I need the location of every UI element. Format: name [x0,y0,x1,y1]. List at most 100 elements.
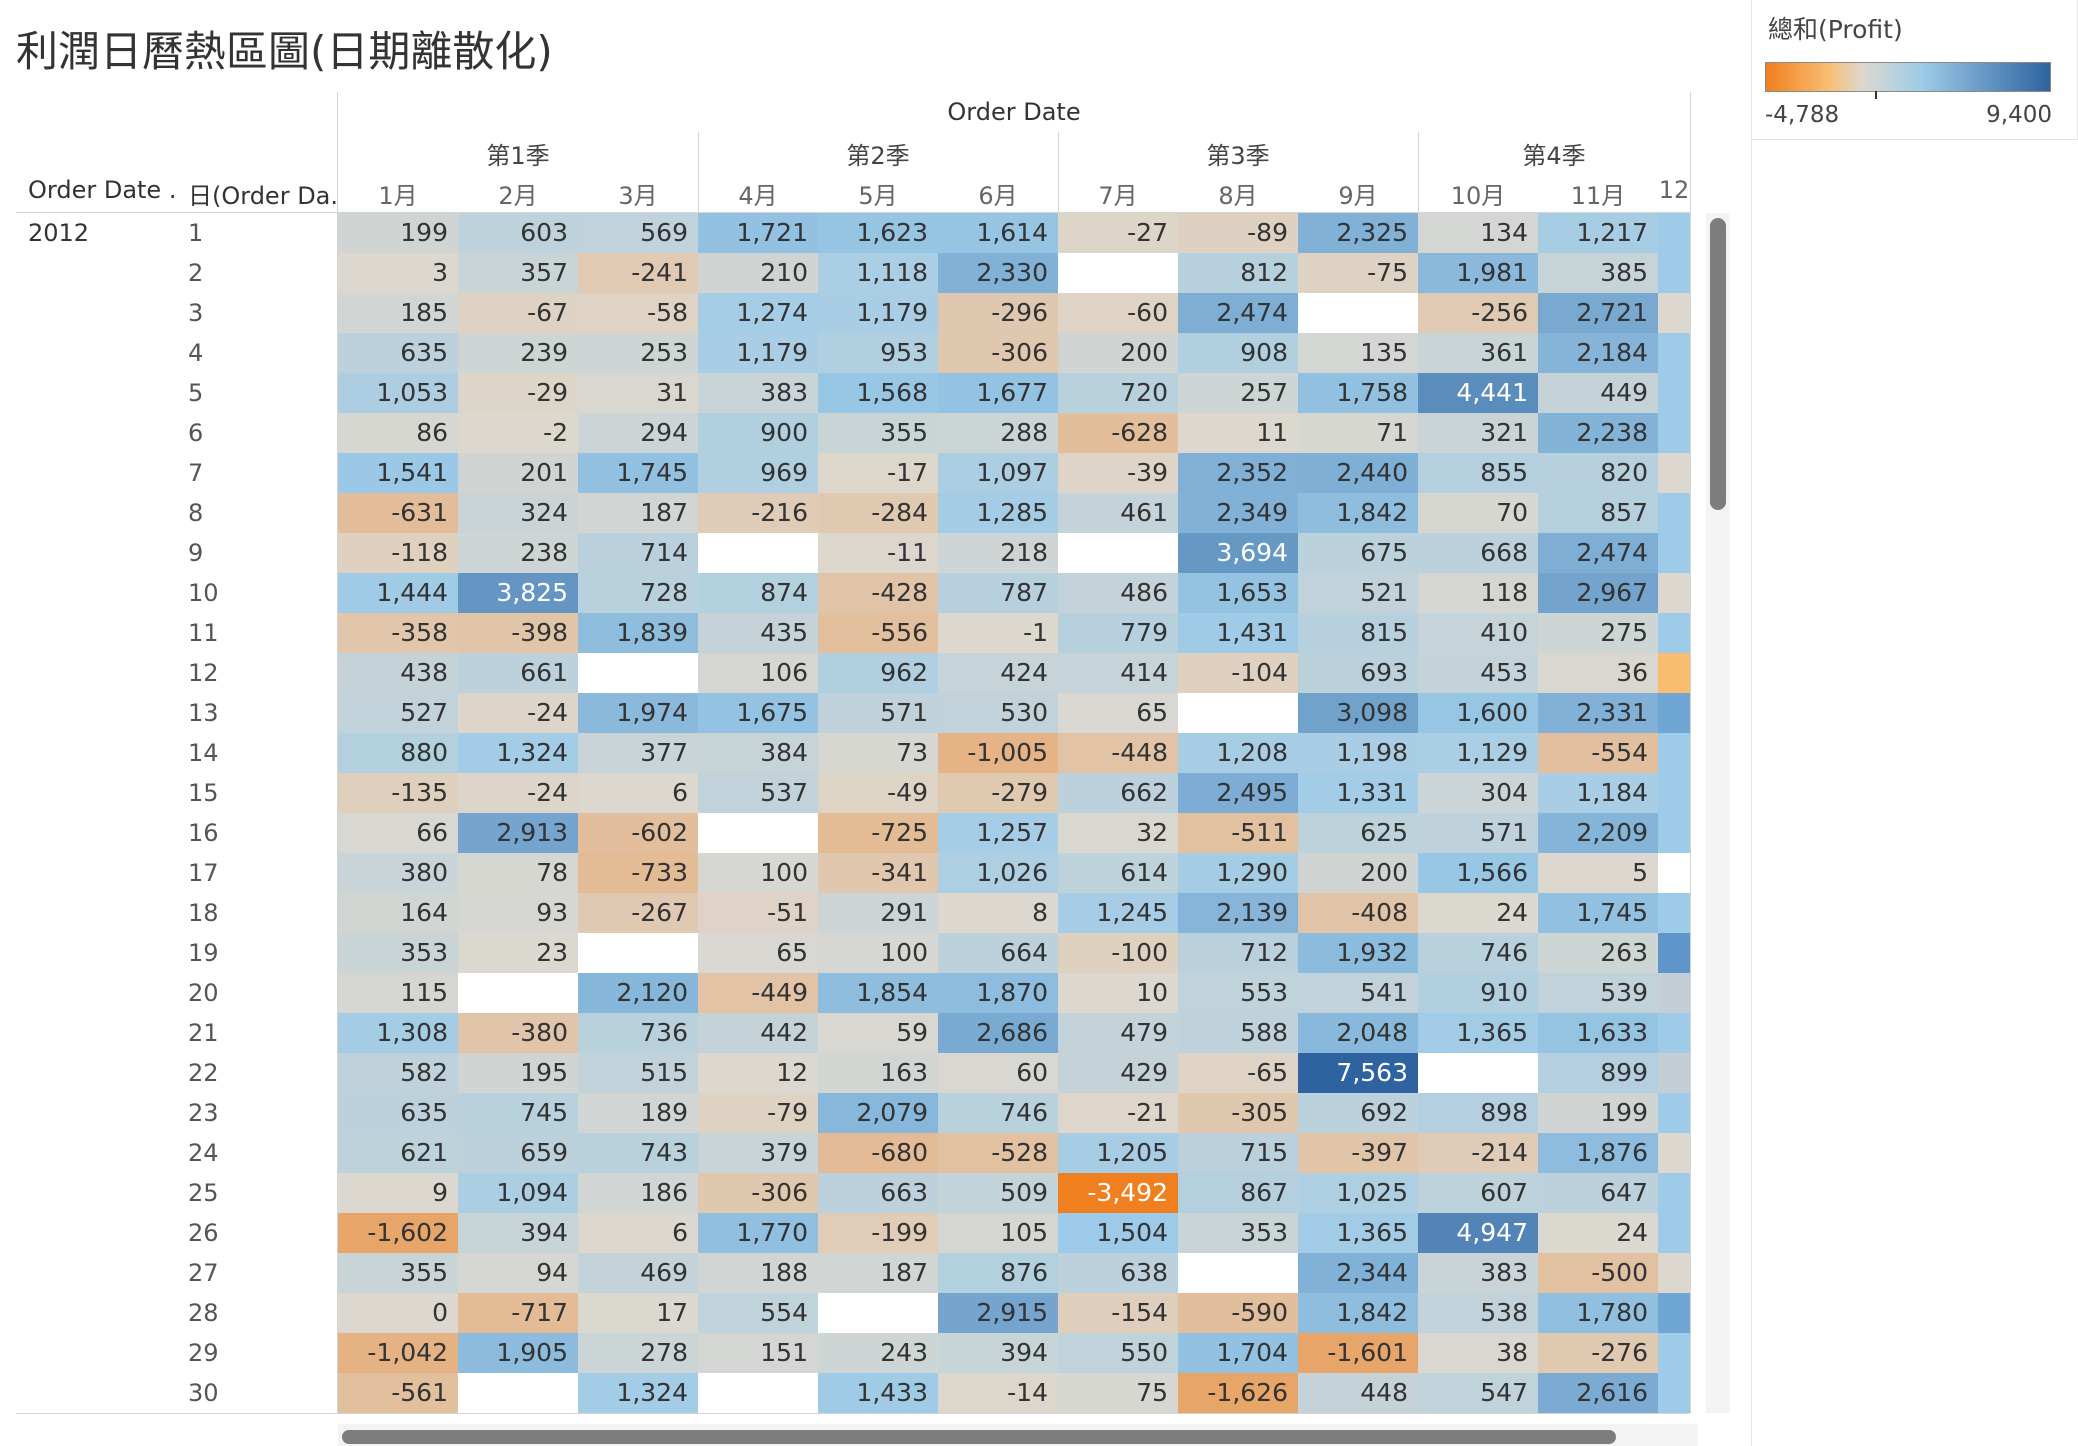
heatmap-cell[interactable]: 36 [1538,653,1658,693]
heatmap-cell[interactable]: -1,626 [1178,1373,1298,1413]
heatmap-cell[interactable]: 1,094 [458,1173,578,1213]
heatmap-cell[interactable]: 1,431 [1178,613,1298,653]
heatmap-cell[interactable]: -398 [458,613,578,653]
heatmap-cell[interactable]: 353 [1178,1213,1298,1253]
heatmap-cell[interactable]: 3,694 [1178,533,1298,573]
heatmap-cell[interactable] [578,933,698,973]
row-day-label[interactable]: 20 [188,979,219,1007]
heatmap-cell[interactable]: 1,854 [818,973,938,1013]
row-day-label[interactable]: 14 [188,739,219,767]
heatmap-cell[interactable] [1658,1013,1690,1053]
heatmap-cell[interactable]: 515 [578,1053,698,1093]
heatmap-cell[interactable]: 663 [818,1173,938,1213]
heatmap-cell[interactable]: -118 [338,533,458,573]
heatmap-cell[interactable]: 238 [458,533,578,573]
heatmap-cell[interactable]: -75 [1298,253,1418,293]
heatmap-cell[interactable]: 728 [578,573,698,613]
heatmap-cell[interactable]: 357 [458,253,578,293]
heatmap-cell[interactable]: 86 [338,413,458,453]
heatmap-cell[interactable]: -29 [458,373,578,413]
month-header[interactable]: 2月 [498,182,538,210]
heatmap-cell[interactable]: 2,721 [1538,293,1658,333]
horizontal-scrollbar-thumb[interactable] [342,1430,1616,1444]
heatmap-cell[interactable]: -733 [578,853,698,893]
heatmap-cell[interactable]: 442 [698,1013,818,1053]
heatmap-cell[interactable]: 2,344 [1298,1253,1418,1293]
row-day-label[interactable]: 28 [188,1299,219,1327]
heatmap-cell[interactable]: 1,675 [698,693,818,733]
heatmap-cell[interactable]: 23 [458,933,578,973]
heatmap-cell[interactable] [1658,613,1690,653]
heatmap-cell[interactable]: 135 [1298,333,1418,373]
heatmap-cell[interactable]: 910 [1418,973,1538,1013]
row-day-label[interactable]: 7 [188,459,204,487]
heatmap-cell[interactable]: 38 [1418,1333,1538,1373]
heatmap-cell[interactable] [1658,1173,1690,1213]
heatmap-cell[interactable]: 278 [578,1333,698,1373]
heatmap-cell[interactable]: 661 [458,653,578,693]
heatmap-cell[interactable] [1658,1213,1690,1253]
heatmap-cell[interactable]: -554 [1538,733,1658,773]
heatmap-cell[interactable]: -60 [1058,293,1178,333]
heatmap-cell[interactable]: 218 [938,533,1058,573]
heatmap-cell[interactable]: 8 [938,893,1058,933]
row-day-label[interactable]: 21 [188,1019,219,1047]
row-day-label[interactable]: 29 [188,1339,219,1367]
heatmap-cell[interactable]: -1,005 [938,733,1058,773]
heatmap-cell[interactable]: -214 [1418,1133,1538,1173]
heatmap-cell[interactable]: -680 [818,1133,938,1173]
heatmap-cell[interactable]: -1,601 [1298,1333,1418,1373]
heatmap-cell[interactable] [1658,1253,1690,1293]
heatmap-cell[interactable]: 571 [1418,813,1538,853]
heatmap-cell[interactable]: -341 [818,853,938,893]
heatmap-cell[interactable]: 1,876 [1538,1133,1658,1173]
heatmap-cell[interactable] [1178,1253,1298,1293]
heatmap-cell[interactable]: 962 [818,653,938,693]
heatmap-cell[interactable]: 603 [458,213,578,253]
heatmap-cell[interactable] [1658,333,1690,373]
heatmap-cell[interactable]: -276 [1538,1333,1658,1373]
heatmap-cell[interactable]: 659 [458,1133,578,1173]
heatmap-cell[interactable]: 1,205 [1058,1133,1178,1173]
row-day-label[interactable]: 2 [188,259,204,287]
heatmap-cell[interactable]: 1,653 [1178,573,1298,613]
heatmap-cell[interactable]: 1,285 [938,493,1058,533]
heatmap-cell[interactable]: 73 [818,733,938,773]
heatmap-cell[interactable] [1658,1373,1690,1413]
heatmap-cell[interactable]: -1,602 [338,1213,458,1253]
heatmap-cell[interactable]: 3 [338,253,458,293]
heatmap-cell[interactable]: 876 [938,1253,1058,1293]
heatmap-cell[interactable]: 151 [698,1333,818,1373]
heatmap-cell[interactable] [1658,533,1690,573]
heatmap-cell[interactable]: 201 [458,453,578,493]
row-day-label[interactable]: 1 [188,219,204,247]
heatmap-cell[interactable]: 662 [1058,773,1178,813]
heatmap-cell[interactable]: 93 [458,893,578,933]
heatmap-cell[interactable]: 692 [1298,1093,1418,1133]
heatmap-cell[interactable]: 288 [938,413,1058,453]
row-day-label[interactable]: 27 [188,1259,219,1287]
heatmap-cell[interactable]: 1,541 [338,453,458,493]
heatmap-cell[interactable] [458,1373,578,1413]
heatmap-cell[interactable]: 2,474 [1538,533,1658,573]
heatmap-cell[interactable]: 7,563 [1298,1053,1418,1093]
heatmap-cell[interactable]: 10 [1058,973,1178,1013]
heatmap-cell[interactable]: 1,290 [1178,853,1298,893]
heatmap-cell[interactable]: 324 [458,493,578,533]
heatmap-cell[interactable]: 554 [698,1293,818,1333]
heatmap-cell[interactable] [578,653,698,693]
heatmap-cell[interactable]: 855 [1418,453,1538,493]
heatmap-cell[interactable]: 461 [1058,493,1178,533]
heatmap-cell[interactable]: 820 [1538,453,1658,493]
heatmap-cell[interactable]: 1,308 [338,1013,458,1053]
heatmap-cell[interactable]: 880 [338,733,458,773]
row-day-label[interactable]: 12 [188,659,219,687]
heatmap-cell[interactable]: 253 [578,333,698,373]
heatmap-cell[interactable]: 908 [1178,333,1298,373]
heatmap-cell[interactable]: 189 [578,1093,698,1133]
color-legend[interactable]: 總和(Profit) -4,788 9,400 [1751,0,2078,140]
heatmap-cell[interactable]: -511 [1178,813,1298,853]
heatmap-cell[interactable]: 743 [578,1133,698,1173]
month-header[interactable]: 7月 [1098,182,1138,210]
heatmap-cell[interactable]: -380 [458,1013,578,1053]
